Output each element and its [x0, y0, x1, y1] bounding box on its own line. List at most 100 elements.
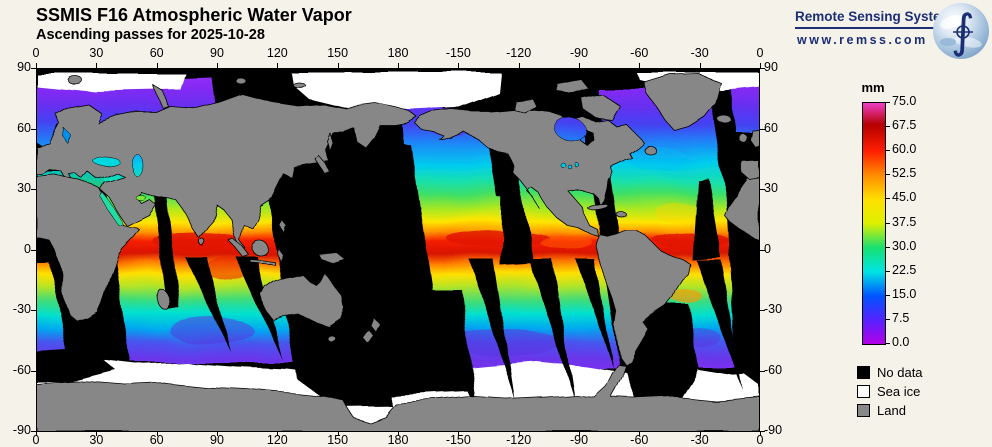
land-baffin [581, 93, 621, 121]
lon-tick-mark-bottom [699, 431, 701, 436]
legend-row-land: Land [857, 401, 923, 420]
lat-tick-label-left: 30 [17, 181, 31, 195]
lon-tick-label-top: 150 [327, 46, 349, 60]
lon-tick-label-top: -30 [690, 46, 709, 60]
colorbar-tick-mark [885, 246, 890, 248]
land-ireland [738, 133, 748, 143]
land-greenland [643, 72, 721, 131]
lat-tick-mark-right [760, 431, 765, 432]
logo-website-link[interactable]: www.remss.com [797, 33, 928, 47]
land-antarctica [35, 363, 761, 433]
colorbar-tick-mark [885, 174, 890, 176]
map-legend: No data Sea ice Land [857, 363, 923, 420]
lon-tick-mark-top [277, 63, 279, 68]
lat-tick-label-right: 30 [764, 181, 778, 195]
lon-tick-label-bottom: 30 [89, 433, 104, 447]
lat-tick-label-right: -30 [764, 302, 783, 316]
land-svalbard [68, 76, 84, 86]
lake-ontario [574, 162, 580, 168]
lon-tick-label-bottom: 60 [149, 433, 164, 447]
map-content [35, 72, 761, 433]
colorbar-tick-label: 15.0 [892, 286, 917, 301]
legend-swatch-sea-ice [857, 385, 870, 398]
land-japan [313, 153, 329, 173]
lon-tick-mark-top [217, 63, 218, 68]
lon-tick-mark-top [699, 63, 701, 68]
lon-tick-label-bottom: -120 [506, 433, 532, 447]
legend-label-sea-ice: Sea ice [877, 384, 921, 399]
lon-tick-label-bottom: 180 [387, 433, 409, 447]
land-sumatra [227, 237, 249, 257]
lon-tick-mark-top [639, 63, 641, 68]
colorbar-tick-mark [885, 150, 890, 152]
colorbar-tick-label: 75.0 [892, 94, 917, 108]
lon-tick-mark-top [518, 63, 520, 68]
colorbar-unit: mm [861, 80, 885, 95]
lake-superior [560, 162, 566, 168]
legend-label-land: Land [877, 403, 906, 418]
colorbar-tick-label: 0.0 [892, 335, 910, 349]
lat-tick-label-right: -60 [764, 362, 783, 377]
lon-tick-label-bottom: 150 [327, 433, 349, 447]
land-new-siberian-islands [291, 81, 305, 87]
land-severnaya-zemlya [234, 76, 246, 84]
lon-tick-label-bottom: 0 [756, 433, 764, 447]
lon-tick-label-top: -120 [506, 46, 532, 60]
world-map-svg [35, 68, 761, 433]
lon-tick-mark-bottom [337, 431, 339, 436]
colorbar-tick-label: 60.0 [892, 142, 917, 157]
colorbar-tick-mark [885, 343, 890, 344]
lon-tick-mark-bottom [579, 431, 580, 436]
world-map [35, 68, 761, 433]
lat-tick-mark-right [760, 370, 765, 372]
lon-tick-mark-top [337, 63, 339, 68]
map-land [35, 72, 761, 433]
sea-baltic [62, 127, 71, 145]
colorbar-tick-mark [885, 102, 890, 103]
map-inland-seas [62, 118, 587, 226]
lat-tick-mark-left [31, 128, 36, 130]
land-australia [261, 271, 345, 327]
lon-tick-mark-top [579, 63, 580, 68]
lon-tick-label-bottom: 90 [210, 433, 224, 447]
colorbar-tick-mark [885, 198, 890, 200]
sea-black-sea [92, 156, 120, 166]
lat-tick-mark-left [31, 189, 36, 190]
lat-tick-mark-left [31, 68, 36, 69]
lon-tick-label-top: 0 [32, 46, 40, 60]
colorbar-tick-mark [885, 222, 890, 224]
lon-tick-label-top: -150 [445, 46, 471, 60]
land-eurasia [35, 93, 419, 249]
lat-tick-label-left: 90 [17, 60, 31, 74]
lake-michigan [567, 164, 573, 170]
colorbar-tick-label: 7.5 [892, 310, 910, 325]
lon-tick-mark-bottom [36, 431, 37, 436]
logo-company-name: Remote Sensing Systems [795, 9, 961, 24]
land-africa-west [724, 171, 761, 241]
legend-swatch-no-data [857, 366, 870, 379]
colorbar-tick-mark [885, 318, 890, 320]
lon-tick-mark-bottom [156, 431, 158, 436]
lat-tick-label-right: -90 [764, 423, 783, 437]
colorbar-tick-label: 45.0 [892, 190, 917, 205]
lat-tick-mark-left [31, 370, 36, 372]
lat-tick-mark-right [760, 310, 765, 311]
lon-tick-label-top: -90 [569, 46, 589, 60]
land-philippines [279, 219, 288, 235]
lon-tick-label-bottom: 0 [32, 433, 40, 447]
lon-tick-mark-bottom [217, 431, 218, 436]
lat-tick-mark-left [31, 310, 36, 311]
land-south-america [595, 229, 691, 365]
lat-tick-label-right: 90 [764, 60, 778, 74]
land-iceland [716, 115, 732, 123]
lon-tick-mark-top [458, 63, 460, 68]
lat-tick-mark-right [760, 189, 765, 190]
sea-red-sea [98, 191, 123, 226]
lat-tick-label-right: 0 [764, 241, 771, 256]
land-newfoundland [642, 144, 656, 154]
land-madagascar [157, 288, 171, 312]
land-tasmania [325, 333, 335, 341]
lon-tick-label-top: 60 [149, 46, 164, 60]
legend-label-no-data: No data [877, 365, 923, 380]
